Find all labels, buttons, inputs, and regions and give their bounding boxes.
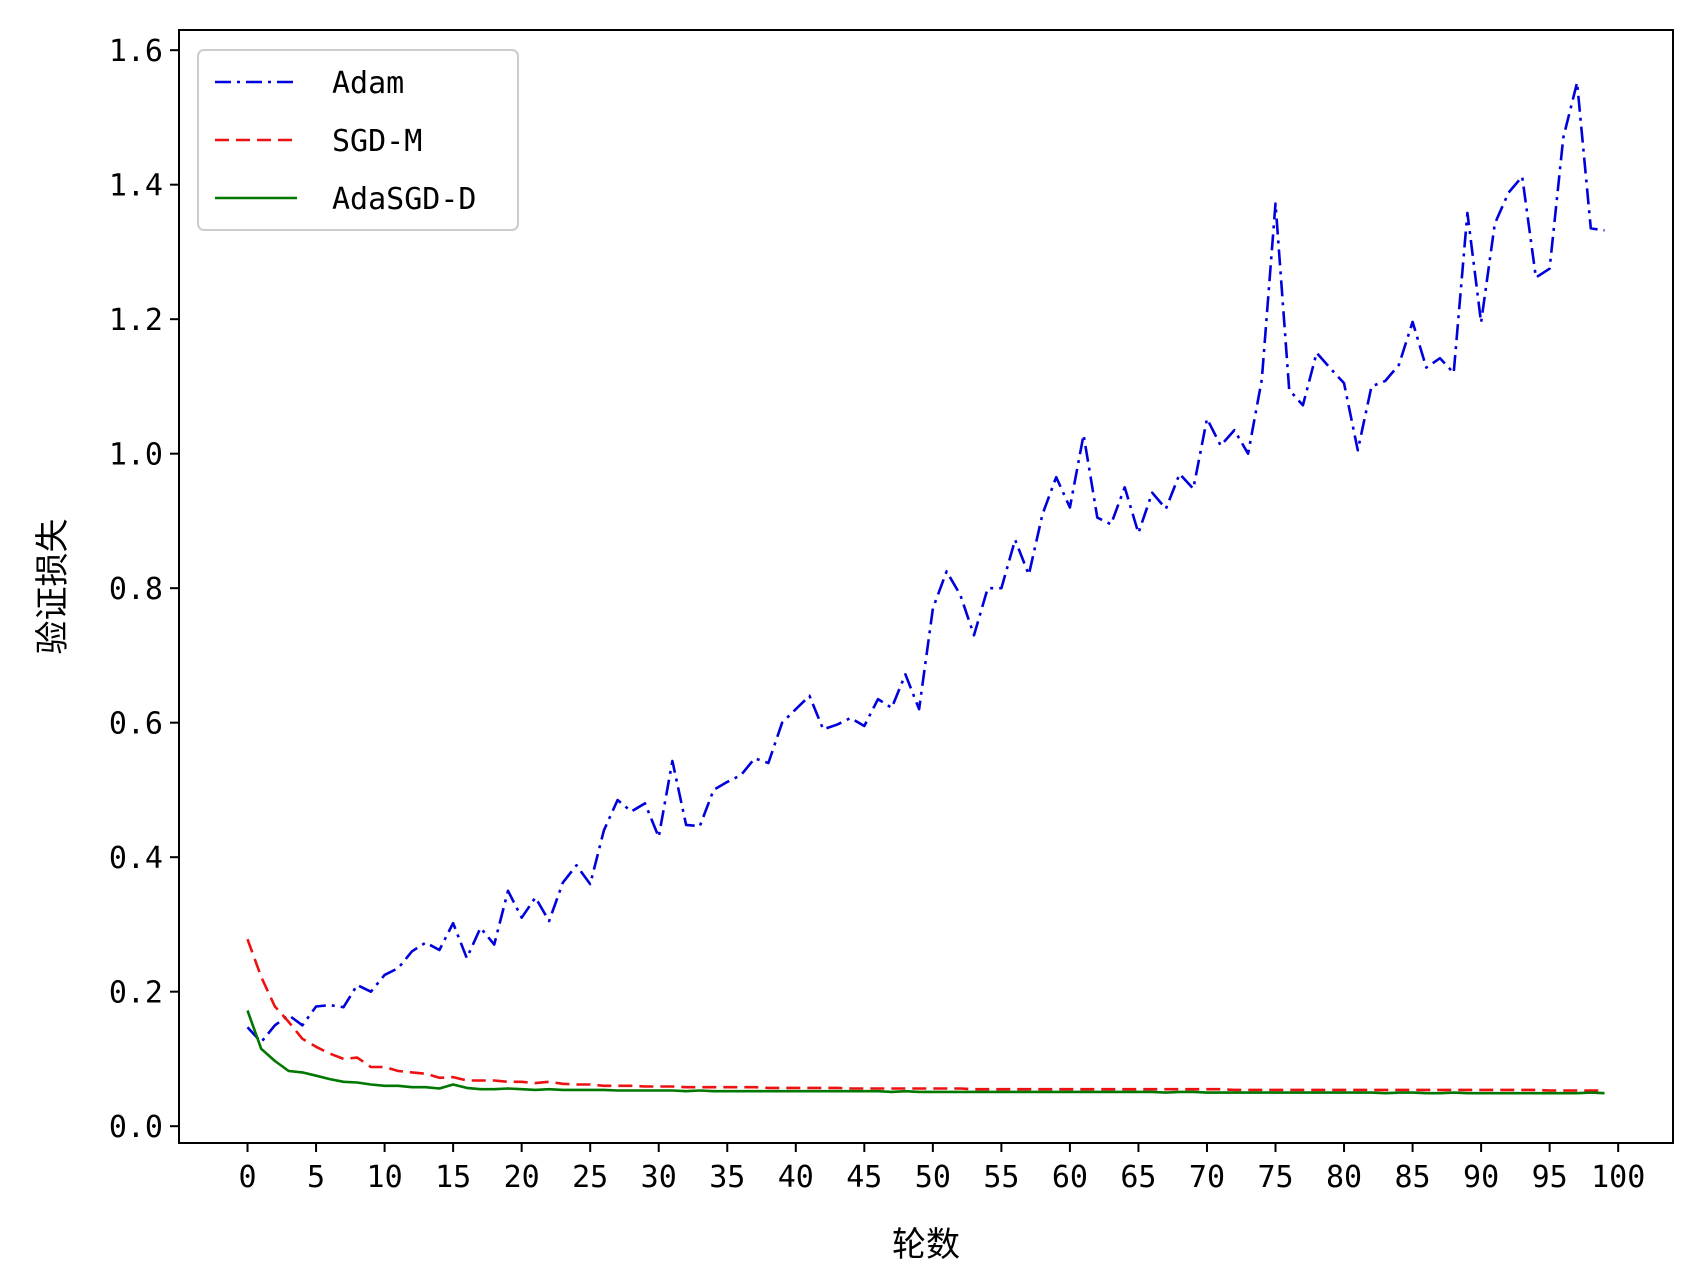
legend-label-adasgd-d: AdaSGD-D bbox=[332, 182, 477, 217]
y-tick-label: 1.2 bbox=[109, 303, 163, 338]
legend-box bbox=[197, 49, 519, 231]
x-tick-label: 10 bbox=[367, 1160, 403, 1195]
legend-label-adam: Adam bbox=[332, 66, 404, 101]
x-tick-label: 35 bbox=[709, 1160, 745, 1195]
y-tick-label: 0.0 bbox=[109, 1110, 163, 1145]
x-tick-label: 0 bbox=[239, 1160, 257, 1195]
x-tick-label: 25 bbox=[572, 1160, 608, 1195]
x-tick-label: 65 bbox=[1120, 1160, 1156, 1195]
series-line-adasgd-d bbox=[246, 1010, 1605, 1095]
series-line-sgd-m bbox=[246, 938, 1605, 1092]
x-tick-label: 15 bbox=[435, 1160, 471, 1195]
x-tick-label: 100 bbox=[1591, 1160, 1645, 1195]
series-line-adam bbox=[246, 81, 1605, 1044]
x-tick-label: 5 bbox=[307, 1160, 325, 1195]
x-axis-label: 轮数 bbox=[892, 1225, 960, 1265]
x-tick-label: 85 bbox=[1395, 1160, 1431, 1195]
plot-frame bbox=[178, 29, 1674, 1144]
x-tick-label: 80 bbox=[1326, 1160, 1362, 1195]
x-tick-label: 20 bbox=[504, 1160, 540, 1195]
legend-label-sgd-m: SGD-M bbox=[332, 124, 422, 159]
x-tick-label: 30 bbox=[641, 1160, 677, 1195]
x-tick-label: 75 bbox=[1257, 1160, 1293, 1195]
x-tick-label: 45 bbox=[846, 1160, 882, 1195]
x-tick-label: 95 bbox=[1532, 1160, 1568, 1195]
x-tick-label: 40 bbox=[778, 1160, 814, 1195]
x-axis-ticks: 0 5 10 15 20 25 30 35 40 45 50 55 60 65 70 75 80 85 90 95 10… bbox=[239, 1143, 1645, 1195]
y-tick-label: 0.6 bbox=[109, 707, 163, 742]
y-tick-label: 1.6 bbox=[109, 34, 163, 69]
y-tick-label: 1.0 bbox=[109, 438, 163, 473]
x-tick-label: 50 bbox=[915, 1160, 951, 1195]
y-tick-label: 0.4 bbox=[109, 841, 163, 876]
plot-lines bbox=[246, 81, 1605, 1095]
legend: Adam SGD-M AdaSGD-D bbox=[197, 49, 519, 231]
y-tick-label: 0.8 bbox=[109, 572, 163, 607]
y-axis-label: 验证损失 bbox=[33, 519, 73, 655]
x-tick-label: 60 bbox=[1052, 1160, 1088, 1195]
x-tick-label: 90 bbox=[1463, 1160, 1499, 1195]
y-axis-ticks: 0.0 0.2 0.4 0.6 0.8 1.0 1.2 1.4 1.6 bbox=[109, 34, 179, 1145]
x-tick-label: 55 bbox=[983, 1160, 1019, 1195]
y-tick-label: 0.2 bbox=[109, 976, 163, 1011]
y-tick-label: 1.4 bbox=[109, 169, 163, 204]
x-tick-label: 70 bbox=[1189, 1160, 1225, 1195]
